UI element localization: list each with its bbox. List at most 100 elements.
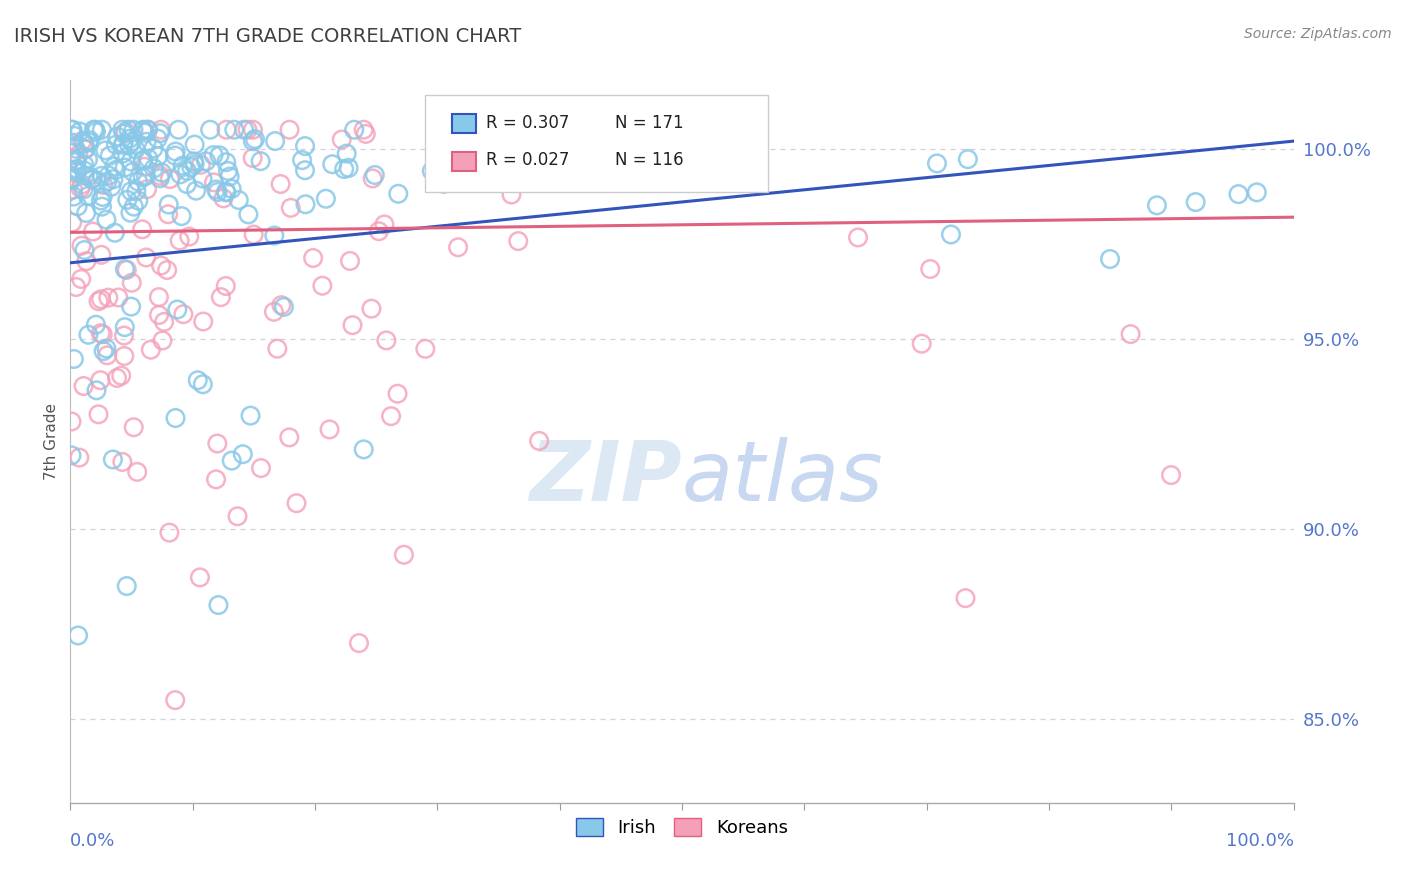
Point [96,175,118,189]
Point [1160,468,1182,483]
Point [118,138,141,153]
Point [69,181,91,195]
Point [236,122,259,136]
Point [238,207,260,221]
Point [86,384,108,398]
Point [191,171,214,186]
Point [153,315,176,329]
Point [221,453,243,467]
Point [157,207,180,221]
Point [149,122,172,136]
Point [98,149,121,163]
Point [221,182,243,196]
Point [441,122,464,136]
Point [291,153,314,168]
Point [83,122,105,136]
Point [302,251,325,265]
Point [1099,252,1122,266]
Point [152,334,174,348]
Point [75,142,97,156]
Point [84,318,107,332]
Point [149,126,172,140]
Point [121,165,143,179]
Point [165,145,187,159]
Point [65,155,87,169]
Point [63,128,86,143]
Point [136,122,159,136]
Point [70,272,93,286]
Point [90,326,112,341]
Point [165,411,187,425]
Point [87,407,110,421]
Point [91,327,114,342]
Point [239,409,262,423]
Point [104,226,127,240]
Point [205,182,228,196]
Point [65,142,87,156]
Point [117,122,139,136]
Text: N = 171: N = 171 [614,114,683,132]
Point [447,240,470,254]
Point [94,144,117,158]
Point [91,200,114,214]
Point [93,344,115,359]
Point [60,173,83,187]
Point [846,230,869,244]
Point [208,148,231,162]
Point [67,628,90,642]
Point [146,131,169,145]
Point [127,174,149,188]
Point [65,280,87,294]
Point [420,164,443,178]
Point [270,298,292,312]
Point [132,122,155,136]
Point [67,148,90,162]
Point [134,126,156,140]
Point [321,157,343,171]
Point [353,442,375,457]
Point [233,122,256,136]
Point [89,373,111,387]
Point [270,177,292,191]
Point [387,186,409,201]
Point [1184,195,1206,210]
Point [82,225,104,239]
Point [387,386,409,401]
Point [1227,187,1250,202]
Point [121,135,143,149]
Point [60,152,83,166]
Point [103,160,125,174]
Point [80,172,103,186]
Point [135,251,157,265]
Point [62,122,84,136]
Point [73,243,96,257]
Point [90,169,112,183]
Point [112,127,135,141]
Point [90,248,112,262]
Point [75,254,97,268]
Point [87,294,110,309]
Point [170,209,193,223]
Point [169,234,191,248]
Point [209,290,232,304]
Point [367,224,389,238]
FancyBboxPatch shape [451,114,477,133]
Point [360,301,382,316]
Point [157,197,180,211]
Point [90,194,112,208]
Point [122,420,145,434]
Point [925,156,948,170]
Point [105,371,128,385]
Point [150,259,173,273]
Point [215,155,238,169]
Point [77,169,100,183]
Point [429,122,451,136]
Point [294,139,316,153]
Point [90,122,112,136]
Point [330,132,353,146]
Point [104,163,127,178]
Point [911,336,934,351]
Point [217,164,239,178]
Text: R = 0.307: R = 0.307 [486,114,569,132]
Point [179,229,201,244]
